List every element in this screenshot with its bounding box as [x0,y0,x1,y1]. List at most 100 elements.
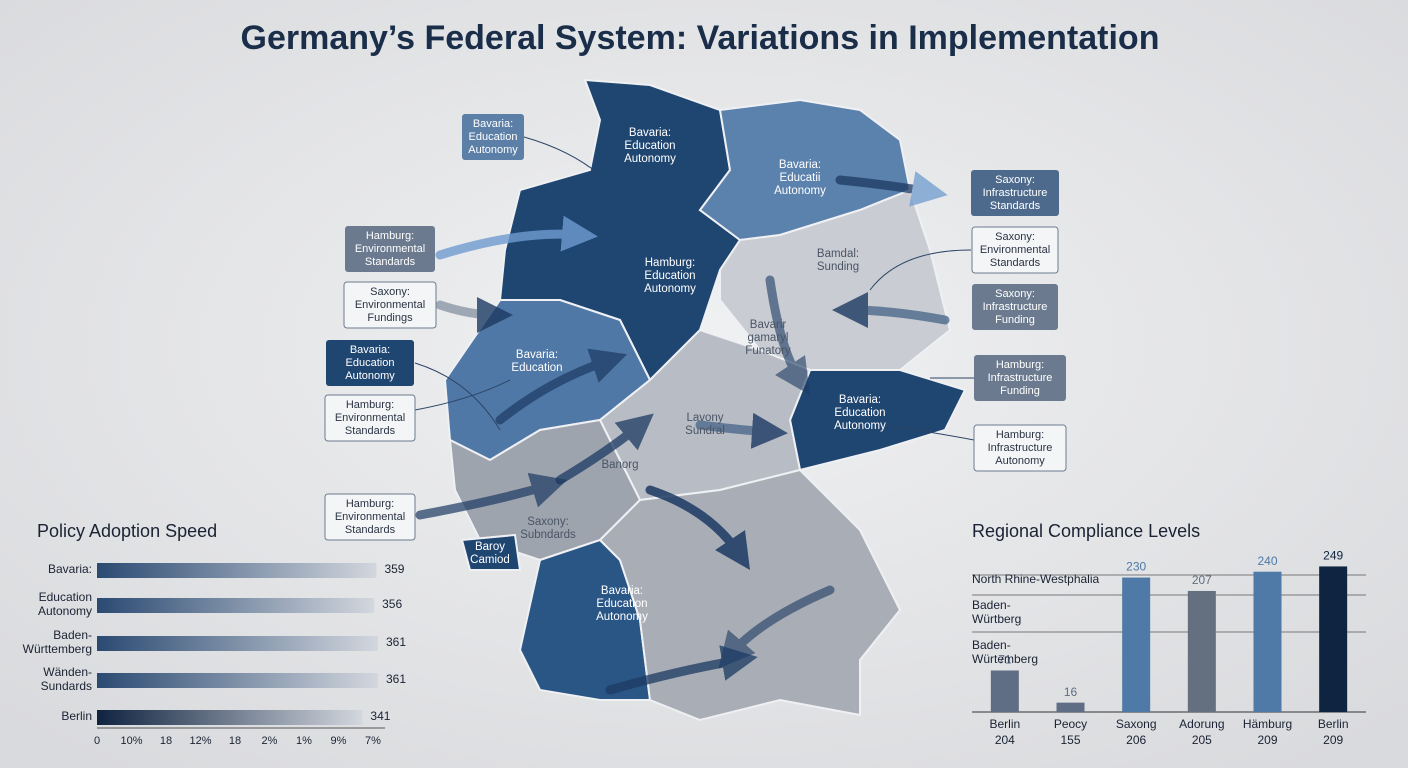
value-label: 240 [1257,554,1277,568]
label-line: Berlin [61,709,92,723]
value-label: 341 [370,709,390,723]
arrows [415,171,950,695]
label-line: Sundral [685,425,725,437]
label-line: Infrastructure [988,372,1053,384]
label-line: North Rhine-Westphalia [972,572,1099,586]
label-line: Sunding [817,261,859,273]
label-line: Autonomy [774,185,826,197]
label-line: Autonomy [345,370,395,382]
label-line: Saxony: [370,286,410,298]
x-axis-label: 10% [120,735,142,747]
label-line: Württemberg [23,642,92,656]
label-line: Berlin [989,717,1020,731]
arrow [415,472,568,520]
callout-box [972,284,1058,330]
arrow [645,485,750,570]
label-line: Education [346,357,395,369]
callout-box [324,493,416,541]
label-line: 205 [1192,733,1212,747]
value-label: 361 [386,672,406,686]
label-line: Bamdal: [817,248,859,260]
label-line: Education [39,590,92,604]
value-label: 207 [1192,573,1212,587]
label-line: Bavaria: [629,127,671,139]
label-line: Fundings [367,312,413,324]
callout-box [971,226,1059,274]
charts: Policy Adoption Speed 359 356 361 361 341 0 10%… [37,521,1366,747]
bar [1122,577,1151,712]
label-line: Bavaria: [601,585,643,597]
x-axis-label: 2% [262,735,278,747]
x-axis-label: 12% [189,735,211,747]
bar [1187,590,1216,712]
label-line: Baroy [475,541,505,553]
label-line: Würtemberg [972,652,1038,666]
label-line: Infrastructure [983,187,1048,199]
connectors [414,136,975,441]
callout-box [345,226,435,272]
label-line: Baden- [972,598,1011,612]
label-line: Hamburg: [366,230,414,242]
arrow [555,413,654,485]
label-line: Adorung [1179,717,1224,731]
label-line: 204 [995,733,1015,747]
arrow [695,412,788,449]
arrow [435,296,513,333]
arrow [832,292,950,329]
label-line: Funding [995,314,1035,326]
callout-box [974,355,1066,401]
label-line: Infrastructure [983,301,1048,313]
label-line: Autonomy [596,611,648,623]
label-line: Peocy [1054,717,1087,731]
value-label: 361 [386,635,406,649]
label-line: Standards [345,524,396,536]
x-axis-label: 0 [94,735,100,747]
callout-box [343,281,437,329]
label-line: Saxony: [527,516,569,528]
connector [414,379,511,411]
label-line: Standards [990,257,1041,269]
label-line: Baden- [53,628,92,642]
x-axis-label: 7% [365,735,381,747]
label-line: Environmental [335,412,405,424]
x-axis-label: 1% [296,735,312,747]
label-line: Education [624,140,675,152]
bar [97,563,377,578]
label-line: Autonomy [995,455,1045,467]
value-label: 356 [382,597,402,611]
label-line: Funding [1000,385,1040,397]
callout-box [326,340,414,386]
label-line: Autonomy [644,283,696,295]
bar [97,598,375,613]
label-line: Education [834,407,885,419]
bar [97,710,363,725]
value-label: 359 [384,562,404,576]
label-line: Saxony: [995,288,1035,300]
chart-title: Regional Compliance Levels [972,521,1200,541]
bar [97,673,378,688]
callout-box [462,114,524,160]
label-line: Standards [345,425,396,437]
bar [990,670,1019,712]
label-line: Wänden- [43,665,92,679]
callout-box [973,424,1067,472]
arrow [765,275,810,395]
arrow [835,171,948,207]
label-line: Würtberg [972,612,1021,626]
label-line: Hämburg [1243,717,1292,731]
label-line: gamaryl [748,332,789,344]
bar [1253,571,1282,712]
label-line: Standards [990,200,1041,212]
label-line: 155 [1060,733,1080,747]
label-line: Autonomy [468,144,518,156]
bar [97,636,378,651]
label-line: Hamburg: [645,257,696,269]
label-line: Hamburg: [346,399,394,411]
callout-box [971,170,1059,216]
connector [879,424,975,441]
value-label: 71 [998,653,1012,667]
label-line: Lavony [686,412,723,424]
label-line: Subndards [520,529,576,541]
label-line: 209 [1323,733,1343,747]
